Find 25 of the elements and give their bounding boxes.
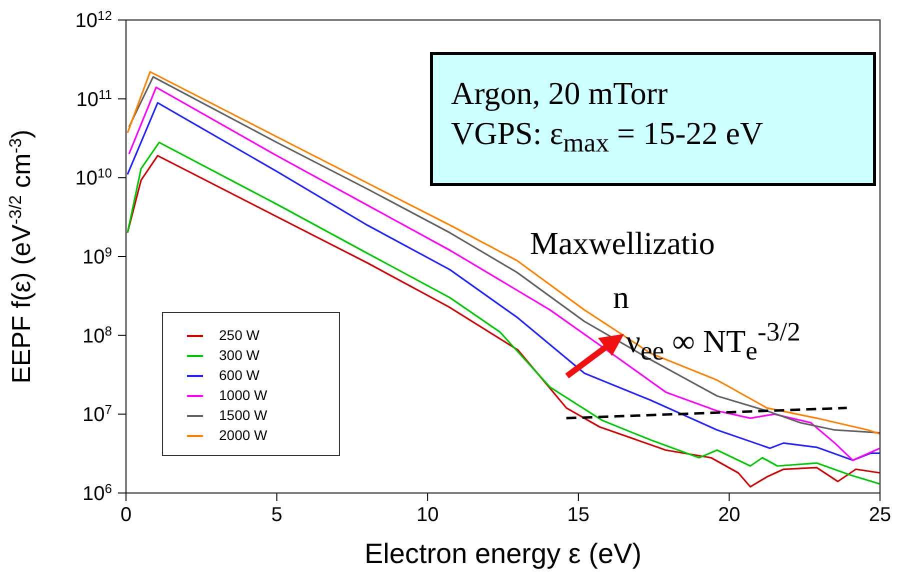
x-axis-title: Electron energy ε (eV) bbox=[364, 538, 642, 569]
annotation: n bbox=[613, 279, 629, 315]
annotation: Maxwellizatio bbox=[530, 225, 715, 261]
legend-label: 2000 W bbox=[219, 427, 268, 443]
y-tick-label: 10$^{7}$ bbox=[82, 402, 112, 426]
y-tick-label: 10$^{9}$ bbox=[82, 244, 112, 268]
y-tick-label: 10$^{6}$ bbox=[82, 480, 112, 505]
x-tick-label: 5 bbox=[271, 504, 282, 526]
y-tick-label: 10$^{12}$ bbox=[75, 8, 112, 32]
text-box: Argon, 20 mTorr VGPS: ε$_{max}$ = 15-22 eV bbox=[430, 52, 876, 186]
x-tick-label: 20 bbox=[718, 504, 740, 526]
x-tick-label: 0 bbox=[120, 504, 132, 526]
annotation: Argon, 20 mTorr bbox=[451, 75, 668, 111]
legend-label: 1000 W bbox=[219, 387, 268, 403]
legend-label: 250 W bbox=[219, 327, 260, 343]
x-tick-label: 10 bbox=[416, 504, 439, 526]
legend-label: 1500 W bbox=[219, 407, 268, 423]
annotation: VGPS: ε$_{max}$ = 15-22 eV bbox=[451, 115, 764, 158]
x-tick-label: 25 bbox=[868, 504, 892, 526]
legend-label: 600 W bbox=[219, 367, 260, 383]
legend-label: 300 W bbox=[219, 347, 260, 363]
y-tick-label: 10$^{10}$ bbox=[75, 165, 112, 190]
y-tick-label: 10$^{8}$ bbox=[82, 322, 112, 348]
x-tick-label: 15 bbox=[567, 504, 590, 526]
y-tick-label: 10$^{11}$ bbox=[76, 86, 112, 111]
